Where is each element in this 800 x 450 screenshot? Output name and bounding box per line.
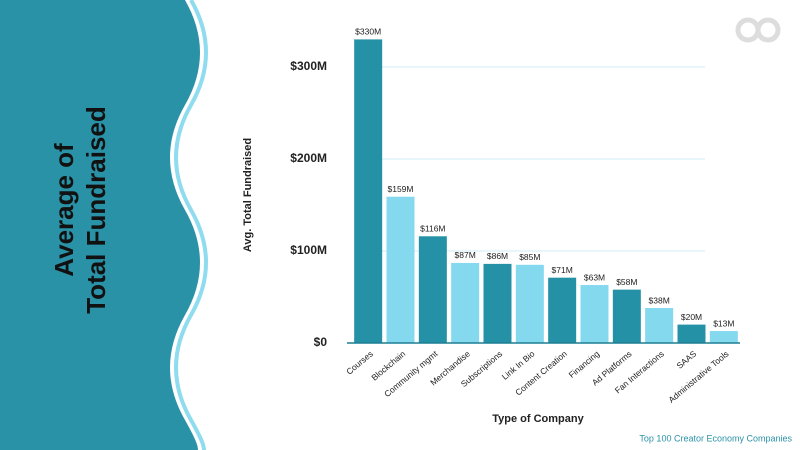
bar	[645, 308, 674, 343]
x-axis-label: Type of Company	[492, 413, 584, 425]
y-tick-label: $100M	[290, 243, 327, 257]
x-tick-label: Administrative Tools	[666, 349, 730, 405]
value-label: $87M	[455, 250, 476, 260]
y-axis-label: Avg. Total Fundraised	[242, 138, 254, 252]
value-label: $159M	[388, 184, 414, 194]
side-wave-line	[174, 0, 208, 450]
bar	[483, 263, 512, 343]
logo	[735, 17, 781, 43]
side-title: Average of	[49, 143, 79, 277]
value-label: $20M	[681, 312, 702, 322]
bar	[354, 39, 383, 344]
value-label: $85M	[519, 252, 540, 262]
x-tick-label: SAAS	[674, 348, 698, 370]
y-tick-label: $200M	[290, 151, 327, 165]
value-label: $71M	[552, 265, 573, 275]
bar	[677, 324, 706, 343]
x-tick-label: Courses	[344, 349, 375, 377]
value-label: $86M	[487, 251, 508, 261]
value-label: $13M	[713, 318, 734, 328]
value-label: $63M	[584, 272, 605, 282]
bar	[451, 262, 480, 343]
value-label: $38M	[649, 295, 670, 305]
bar	[612, 289, 641, 343]
bar	[386, 196, 415, 343]
value-label: $58M	[616, 277, 637, 287]
bar	[548, 277, 577, 343]
bar	[418, 236, 447, 343]
value-label: $330M	[355, 27, 381, 37]
footer: Top 100 Creator Economy Companies	[639, 433, 792, 443]
bar	[515, 264, 544, 343]
bar	[580, 285, 609, 343]
y-tick-label: $300M	[290, 59, 327, 73]
side-title: Total Fundraised	[81, 106, 111, 314]
y-tick-label: $0	[314, 335, 328, 349]
value-label: $116M	[420, 224, 445, 234]
side-panel	[0, 0, 200, 450]
bar	[709, 331, 738, 343]
